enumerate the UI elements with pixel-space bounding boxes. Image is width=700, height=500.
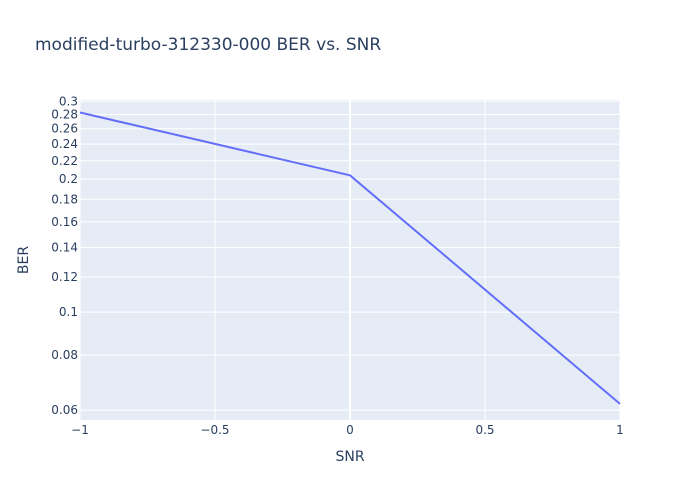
- y-tick-label: 0.1: [59, 305, 78, 319]
- y-tick-label: 0.24: [51, 137, 78, 151]
- y-axis-ticks: 0.060.080.10.120.140.160.180.20.220.240.…: [51, 94, 78, 417]
- y-tick-label: 0.2: [59, 172, 78, 186]
- y-tick-label: 0.16: [51, 215, 78, 229]
- x-axis-ticks: −1 −0.5 0 0.5 1: [71, 423, 624, 437]
- y-tick-label: 0.08: [51, 348, 78, 362]
- series-line: [79, 111, 621, 405]
- x-tick-label: −0.5: [200, 423, 229, 437]
- y-axis-title: BER: [16, 246, 32, 274]
- chart-title: modified-turbo-312330-000 BER vs. SNR: [35, 35, 381, 55]
- y-tick-label: 0.28: [51, 108, 78, 122]
- x-tick-label: 1: [616, 423, 624, 437]
- series-layer: [79, 111, 621, 405]
- x-tick-label: 0.5: [475, 423, 494, 437]
- y-tick-label: 0.3: [59, 94, 78, 108]
- y-tick-label: 0.14: [51, 241, 78, 255]
- y-tick-label: 0.18: [51, 192, 78, 206]
- x-tick-label: 0: [346, 423, 354, 437]
- y-tick-label: 0.06: [51, 403, 78, 417]
- y-tick-label: 0.26: [51, 122, 78, 136]
- x-axis-title: SNR: [335, 449, 364, 465]
- y-tick-label: 0.12: [51, 270, 78, 284]
- y-tick-label: 0.22: [51, 154, 78, 168]
- x-tick-label: −1: [71, 423, 89, 437]
- grid-lines: [79, 100, 621, 420]
